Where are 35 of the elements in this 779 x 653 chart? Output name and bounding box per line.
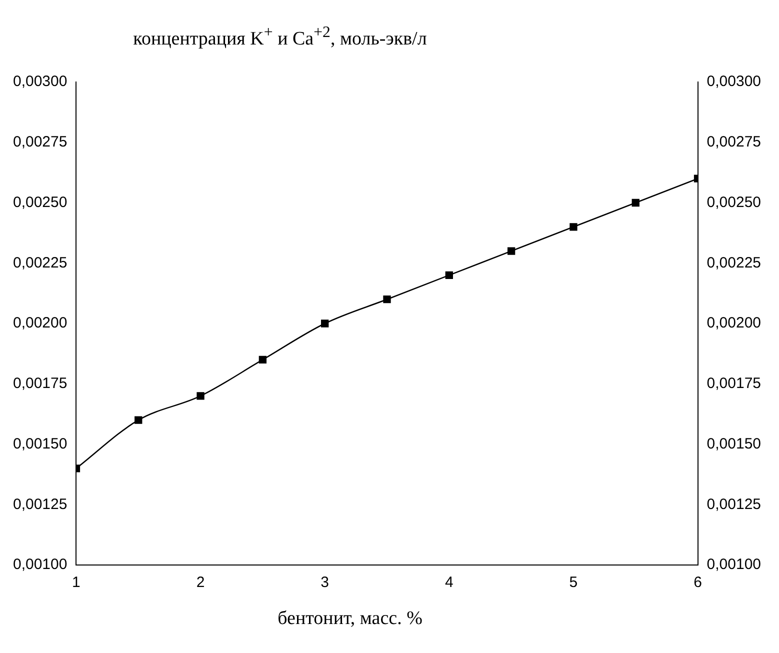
x-tick-label: 2: [196, 574, 205, 592]
x-tick-label: 6: [694, 574, 702, 592]
y-tick-label: 0,00250: [12, 194, 68, 211]
y2-tick-label: 0,00175: [706, 375, 762, 392]
point: [507, 247, 516, 255]
y2-tick-label: 0,00225: [706, 254, 762, 272]
point: [570, 223, 578, 231]
y2-tick-label: 0,00150: [706, 435, 762, 452]
point: [134, 416, 142, 424]
y-tick-label: 0,00225: [12, 254, 68, 272]
y-tick-label: 0,00200: [12, 314, 68, 332]
point: [445, 271, 453, 280]
y-tick-label: 0,00125: [12, 496, 68, 513]
x-tick-label: 1: [72, 574, 80, 592]
x-tick-label: 4: [444, 574, 454, 592]
point: [258, 356, 267, 364]
y2-tick-label: 0,00125: [706, 496, 762, 513]
chart-title: концентрация K$^{+}$ и Ca$^{+2}$, моль-экв/л: [132, 23, 428, 52]
point: [632, 198, 640, 207]
y2-tick-label: 0,00275: [706, 134, 762, 151]
y2-tick-label: 0,00100: [706, 556, 762, 574]
y-tick-label: 0,00300: [12, 73, 68, 90]
y-tick-label: 0,00150: [12, 435, 68, 452]
y-tick-label: 0,00100: [12, 556, 68, 574]
point: [383, 296, 391, 304]
point: [196, 392, 204, 400]
x-tick-label: 5: [569, 574, 578, 592]
x-tick-label: 3: [320, 574, 330, 592]
y-tick-label: 0,00175: [12, 375, 68, 392]
x-axis-title: бентонит, масс. %: [276, 608, 424, 630]
y2-tick-label: 0,00300: [706, 73, 762, 90]
point: [321, 320, 329, 328]
y2-tick-label: 0,00200: [706, 314, 762, 332]
y-tick-label: 0,00275: [12, 134, 68, 151]
y2-tick-label: 0,00250: [706, 194, 762, 211]
